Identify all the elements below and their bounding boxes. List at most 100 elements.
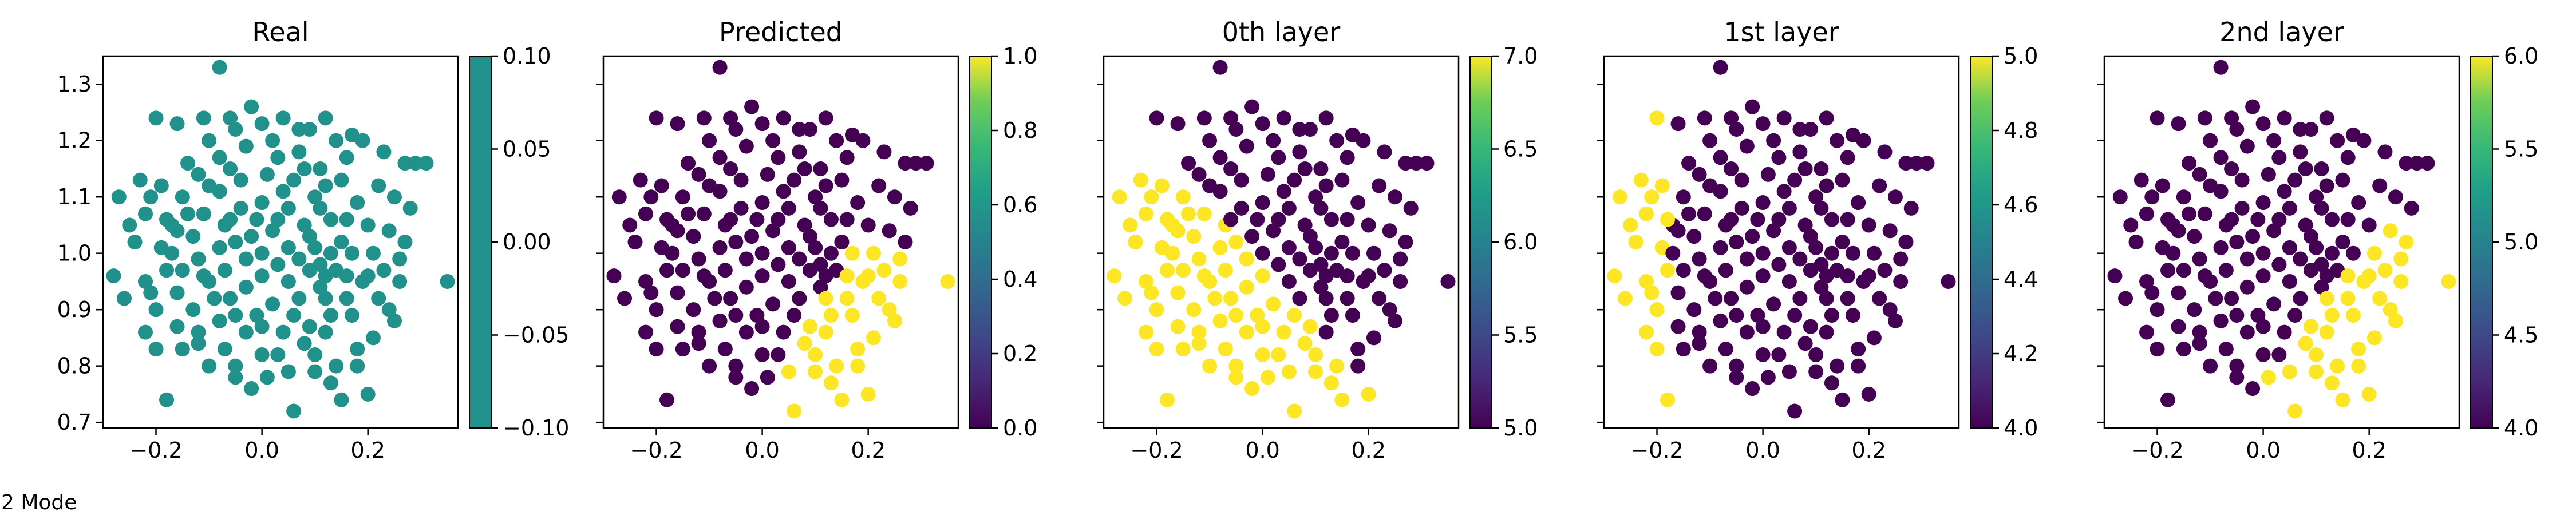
scatter-point (1218, 342, 1233, 357)
scatter-point (2277, 110, 2292, 126)
scatter-point (1670, 285, 1686, 300)
scatter-point (1323, 212, 1339, 227)
scatter-point (834, 235, 850, 249)
scatter-point (2239, 251, 2255, 267)
scatter-point (1713, 313, 1728, 328)
scatter-point (781, 200, 796, 216)
scatter-point (291, 122, 307, 137)
scatter-point (323, 375, 338, 391)
scatter-point (1755, 195, 1771, 211)
scatter-point (1329, 358, 1345, 374)
scatter-point (686, 302, 701, 318)
scatter-point (2409, 156, 2424, 171)
scatter-point (1228, 358, 1244, 374)
scatter-point (249, 308, 264, 323)
subplot-title: 1st layer (1724, 17, 1839, 47)
scatter-point (1654, 178, 1670, 193)
scatter-point (334, 172, 349, 188)
scatter-point (670, 285, 685, 300)
scatter-point (876, 144, 892, 160)
scatter-point (169, 319, 185, 334)
scatter-point (1250, 308, 1265, 323)
scatter-point (2314, 161, 2329, 176)
scatter-point (2197, 206, 2212, 221)
scatter-point (2176, 189, 2191, 205)
scatter-point (1160, 263, 1175, 278)
scatter-point (919, 156, 934, 171)
scatter-point (1835, 172, 1850, 188)
scatter-point (2224, 212, 2239, 227)
scatter-point (728, 370, 744, 385)
scatter-point (313, 257, 328, 272)
scatter-point (223, 110, 238, 126)
scatter-point (611, 189, 627, 205)
scatter-point (839, 291, 855, 306)
scatter-point (2335, 172, 2350, 188)
scatter-point (2309, 189, 2324, 205)
y-tick-label: 1.0 (57, 241, 92, 266)
colorbar-tick-label: 6.5 (1503, 137, 1538, 162)
scatter-point (1107, 268, 1122, 284)
scatter-point (2218, 342, 2234, 357)
scatter-point (834, 172, 850, 188)
scatter-point (1745, 229, 1760, 244)
scatter-point (1670, 116, 1686, 132)
scatter-point (1308, 364, 1323, 379)
scatter-point (1713, 150, 1728, 165)
scatter-point (344, 308, 359, 323)
scatter-point (1202, 133, 1218, 148)
scatter-point (1840, 291, 1855, 306)
scatter-point (2324, 245, 2340, 261)
scatter-point (1639, 206, 1654, 221)
scatter-point (228, 308, 243, 323)
scatter-point (1323, 375, 1339, 391)
scatter-point (1345, 308, 1360, 323)
scatter-point (1639, 274, 1654, 289)
scatter-point (1334, 172, 1350, 188)
scatter-point (344, 127, 359, 142)
scatter-point (1154, 178, 1170, 193)
scatter-point (2182, 156, 2197, 171)
scatter-point (1340, 212, 1355, 227)
scatter-point (738, 324, 754, 340)
scatter-point (329, 133, 344, 148)
scatter-point (1382, 302, 1397, 318)
scatter-point (254, 195, 270, 211)
scatter-point (2314, 257, 2329, 272)
scatter-point (1212, 150, 1228, 165)
scatter-point (728, 122, 744, 137)
scatter-point (143, 189, 159, 205)
scatter-point (649, 110, 664, 126)
scatter-point (2255, 319, 2271, 334)
scatter-point (297, 336, 312, 351)
scatter-point (2144, 189, 2160, 205)
scatter-point (153, 178, 169, 193)
scatter-point (254, 347, 270, 362)
scatter-point (2171, 285, 2186, 300)
scatter-point (397, 156, 413, 171)
scatter-point (1170, 116, 1186, 132)
scatter-point (313, 279, 328, 295)
scatter-point (754, 245, 770, 261)
scatter-point (1387, 313, 1402, 328)
colorbar-tick-label: 5.0 (2504, 229, 2538, 255)
colorbar (969, 56, 992, 429)
scatter-point (1776, 110, 1792, 126)
scatter-point (1250, 212, 1265, 227)
scatter-point (1686, 302, 1702, 318)
scatter-point (2197, 268, 2212, 284)
scatter-point (2229, 358, 2245, 374)
scatter-point (813, 257, 828, 272)
scatter-point (733, 200, 749, 216)
subplot-title: Real (252, 17, 309, 47)
scatter-point (1175, 263, 1191, 278)
scatter-point (1133, 172, 1148, 188)
scatter-point (1308, 347, 1323, 362)
scatter-point (1676, 342, 1691, 357)
scatter-point (675, 189, 690, 205)
scatter-point (1202, 178, 1218, 193)
scatter-point (1239, 251, 1254, 267)
scatter-point (148, 342, 164, 357)
x-tick-label: 0.0 (2246, 438, 2280, 463)
scatter-point (1797, 336, 1813, 351)
